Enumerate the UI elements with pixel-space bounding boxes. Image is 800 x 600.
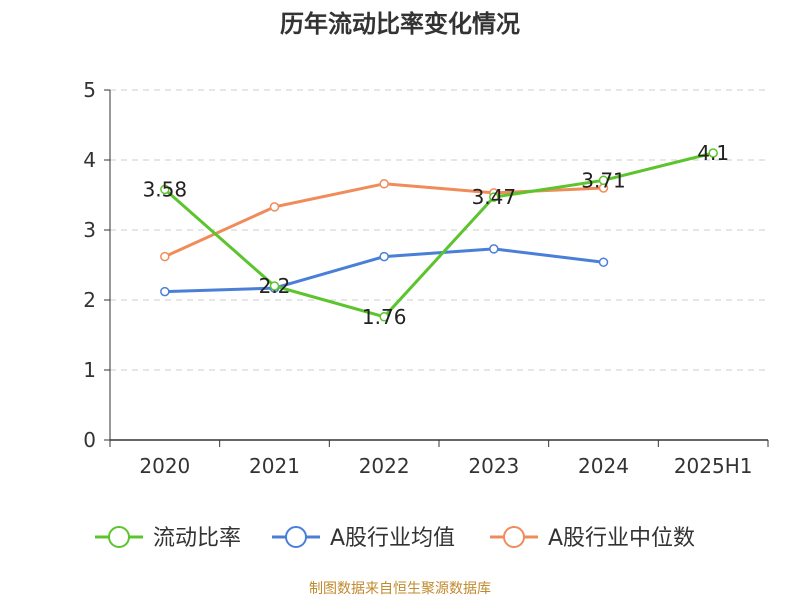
data-point [708, 148, 718, 158]
x-tick-label: 2020 [139, 454, 190, 478]
legend-item: A股行业中位数 [490, 526, 695, 551]
chart-title: 历年流动比率变化情况 [280, 10, 520, 38]
data-point [489, 244, 499, 254]
y-tick-label: 3 [83, 218, 96, 242]
data-point [269, 202, 280, 212]
data-label: 3.71 [581, 168, 626, 192]
x-tick-label: 2023 [468, 454, 519, 478]
y-tick-label: 1 [83, 358, 96, 382]
y-tick-label: 4 [83, 148, 96, 172]
data-labels: 3.58 2.2 1.76 3.47 3.71 4.1 [143, 141, 730, 329]
legend-label: A股行业均值 [330, 526, 455, 551]
axes: 0 1 2 3 4 5 2020 2021 2022 2023 2024 2025H1 [83, 78, 769, 478]
data-point [160, 286, 170, 297]
data-point [489, 192, 499, 202]
data-label: 2.2 [259, 274, 291, 298]
legend-marker [285, 526, 307, 548]
legend-marker [108, 526, 130, 548]
data-point [379, 312, 389, 322]
data-label: 3.58 [143, 177, 188, 201]
data-point [160, 184, 170, 195]
y-tick-label: 2 [83, 288, 96, 312]
series-line [163, 151, 714, 319]
data-point [379, 251, 389, 262]
y-tick-label: 0 [83, 428, 96, 452]
data-label: 4.1 [697, 141, 729, 165]
legend-label: 流动比率 [153, 526, 241, 551]
data-point [160, 251, 170, 262]
legend-item: A股行业均值 [272, 526, 455, 551]
y-tick-label: 5 [83, 78, 96, 102]
x-tick-label: 2025H1 [674, 454, 753, 478]
data-point [598, 175, 609, 186]
data-point [598, 257, 609, 267]
legend: 流动比率 A股行业均值 A股行业中位数 [95, 526, 695, 551]
legend-marker [503, 526, 525, 548]
data-source-note: 制图数据来自恒生聚源数据库 [309, 581, 491, 597]
data-point [269, 281, 280, 291]
legend-label: A股行业中位数 [548, 526, 695, 551]
x-tick-label: 2022 [359, 454, 410, 478]
x-tick-label: 2024 [578, 454, 629, 478]
x-tick-label: 2021 [249, 454, 300, 478]
data-point [379, 179, 389, 189]
legend-item: 流动比率 [95, 526, 241, 551]
series-layer [160, 148, 718, 322]
data-label: 1.76 [362, 305, 407, 329]
data-label: 3.47 [472, 185, 517, 209]
